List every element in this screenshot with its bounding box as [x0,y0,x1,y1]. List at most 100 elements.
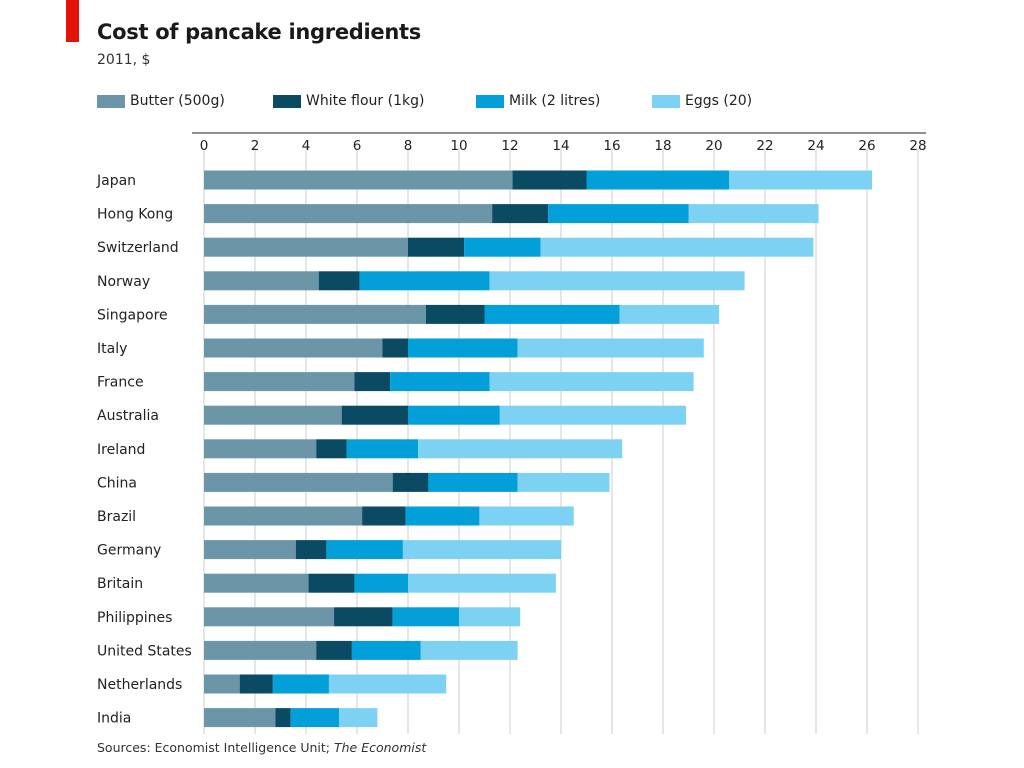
legend-swatch-flour [273,95,301,108]
bar-segment [204,607,335,627]
bar-segment [204,204,493,224]
bar-segment [316,640,352,660]
bar-segment [272,674,329,694]
bar-segment [619,304,720,324]
bar-segment [204,540,296,560]
bar-segment [729,170,873,190]
bar-segment [204,472,393,492]
bar-segment [492,204,549,224]
bar-segment [204,573,309,593]
category-label: Britain [97,576,143,592]
x-tick-label: 16 [603,138,620,154]
bar-segment [392,607,459,627]
bar-segment [204,170,513,190]
bar-segment [479,506,574,526]
bar-segment [328,674,447,694]
bar-segment [239,674,273,694]
legend-label-eggs: Eggs (20) [685,93,753,109]
x-tick-label: 28 [909,138,926,154]
bar-segment [408,338,518,358]
bar-segment [316,439,347,459]
bar-segment [204,708,276,728]
category-label: Ireland [97,442,145,458]
bar-segment [204,506,363,526]
bar-segment [204,372,355,392]
bar-segment [408,237,465,257]
bar-segment [290,708,340,728]
bar-segment [402,540,561,560]
source-prefix: Sources: Economist Intelligence Unit; [97,740,334,755]
bar-segment [295,540,327,560]
legend-swatch-eggs [652,95,680,108]
bar-segment [339,708,378,728]
bar-segment [354,372,391,392]
category-labels: Japan Hong Kong Switzerland Norway Singapore… [96,173,192,727]
bar-segment [517,472,610,492]
bar-segment [204,405,342,425]
bar-segment [204,271,319,291]
bar-segment [362,506,406,526]
category-label: Philippines [97,610,172,626]
bar-segment [548,204,689,224]
x-tick-label: 0 [200,138,209,154]
x-tick-label: 18 [654,138,671,154]
bar-segment [318,271,360,291]
source-note: Sources: Economist Intelligence Unit; Th… [97,740,426,755]
x-tick-label: 22 [756,138,773,154]
bar-segment [382,338,408,358]
bar-segment [334,607,393,627]
bar-segment [326,540,403,560]
bar-segment [204,304,426,324]
category-label: China [97,475,137,491]
category-label: France [97,375,144,391]
bar-segment [484,304,620,324]
legend-label-milk: Milk (2 litres) [509,93,601,109]
category-label: Singapore [97,307,168,323]
x-tick-label: 4 [302,138,311,154]
bar-segment [425,304,485,324]
bar-segment [428,472,518,492]
bar-segment [392,472,429,492]
x-tick-label: 26 [858,138,875,154]
x-tick-label: 24 [807,138,824,154]
legend-label-flour: White flour (1kg) [306,93,425,109]
bar-segment [418,439,623,459]
bar-segment [586,170,730,190]
category-label: Germany [97,543,161,559]
bar-segment [204,439,317,459]
x-tick-label: 2 [251,138,260,154]
category-label: Japan [96,173,136,189]
source-publication: The Economist [334,740,427,755]
legend-swatch-butter [97,95,125,108]
bar-segment [359,271,490,291]
bar-segment [204,640,317,660]
category-label: Australia [97,408,159,424]
bar-segment [489,372,694,392]
category-label: Hong Kong [97,207,173,223]
bar-segment [499,405,686,425]
x-tick-label: 8 [404,138,413,154]
legend-label-butter: Butter (500g) [130,93,225,109]
category-label: United States [97,643,192,659]
x-tick-label: 14 [552,138,569,154]
category-label: India [97,711,131,727]
bar-segment [204,237,408,257]
brand-accent-bar [66,0,79,42]
bar-segment [688,204,819,224]
bar-segment [204,674,240,694]
bar-segment [517,338,704,358]
bar-segment [540,237,814,257]
x-tick-label: 10 [450,138,467,154]
bars [204,170,873,728]
category-label: Brazil [97,509,136,525]
bar-segment [308,573,355,593]
bar-segment [354,573,408,593]
bar-segment [408,573,556,593]
bar-segment [341,405,408,425]
bar-segment [351,640,421,660]
bar-segment [204,338,383,358]
x-tick-label: 6 [353,138,362,154]
chart-subtitle: 2011, $ [97,52,151,68]
category-label: Netherlands [97,677,182,693]
